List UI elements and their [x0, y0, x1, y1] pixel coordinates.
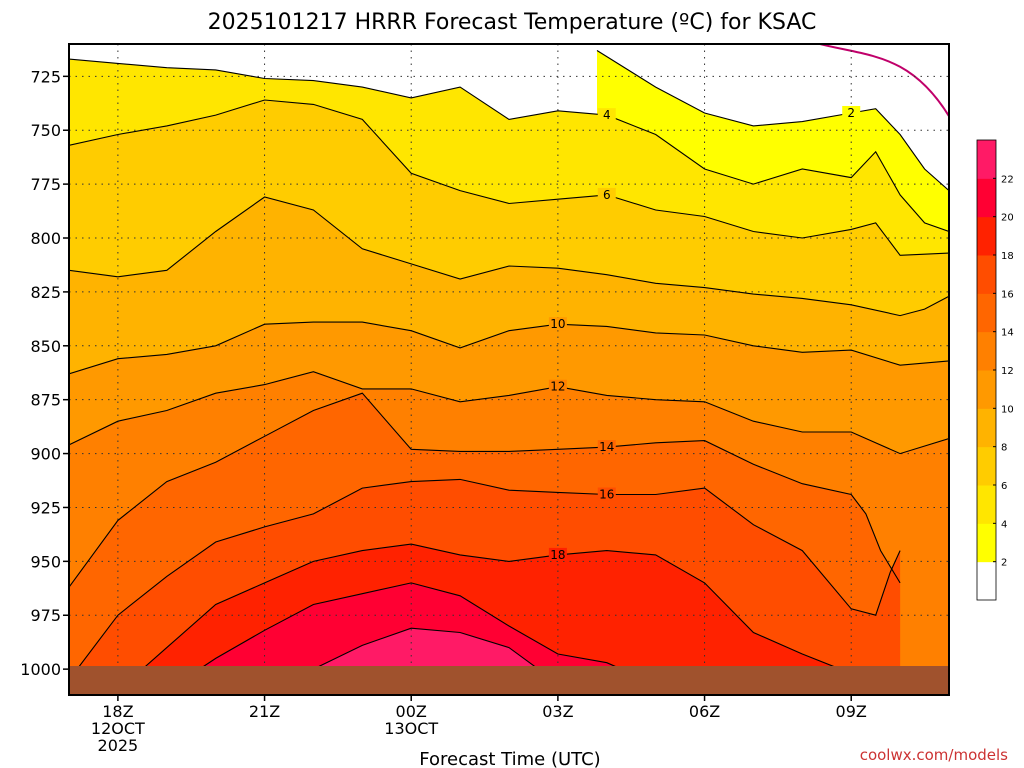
x-tick-label-10-0: 03Z — [542, 702, 573, 721]
colorbar-label-8: 8 — [1001, 443, 1007, 454]
contour-label-14: 14 — [599, 440, 614, 454]
y-tick-label-1000: 1000 — [20, 660, 61, 679]
x-tick-label-1-2: 2025 — [98, 736, 139, 755]
y-tick-label-750: 750 — [30, 121, 61, 140]
contour-label-12: 12 — [550, 380, 565, 394]
contour-label-4: 4 — [603, 108, 611, 122]
contour-line-8 — [69, 196, 949, 317]
y-tick-label-850: 850 — [30, 337, 61, 356]
x-tick-label-7-0: 00Z — [396, 702, 427, 721]
y-tick-label-900: 900 — [30, 445, 61, 464]
y-tick-label-925: 925 — [30, 498, 61, 517]
chart-title: 2025101217 HRRR Forecast Temperature (ºC… — [208, 10, 817, 35]
contour-line-18 — [117, 543, 876, 692]
colorbar-label-18: 18 — [1001, 251, 1014, 262]
contour-label-bg-14 — [597, 440, 616, 454]
colorbar-label-12: 12 — [1001, 366, 1014, 377]
contour-label-bg-10 — [548, 317, 567, 331]
contour-line-0 — [815, 44, 949, 119]
x-tick-label-1-0: 18Z — [102, 702, 133, 721]
contour-line-14 — [69, 392, 901, 588]
x-tick-label-7-1: 13OCT — [384, 719, 438, 738]
colorbar: 2 4 6 8 10 12 14 16 18 20 22 — [976, 139, 1014, 601]
colorbar-swatch-8 — [977, 255, 996, 294]
y-tick-label-975: 975 — [30, 606, 61, 625]
contour-label-10: 10 — [550, 317, 565, 331]
plot-frame — [68, 43, 950, 696]
colorbar-label-20: 20 — [1001, 213, 1014, 224]
colorbar-swatch-6 — [977, 331, 996, 371]
y-tick-label-825: 825 — [30, 283, 61, 302]
colorbar-swatch-3 — [977, 446, 996, 486]
colorbar-label-2: 2 — [1001, 558, 1007, 569]
contour-label-bg-2 — [842, 105, 861, 119]
colorbar-label-16: 16 — [1001, 289, 1014, 300]
colorbar-label-6: 6 — [1001, 481, 1007, 492]
colorbar-swatch-9 — [977, 216, 996, 256]
colorbar-swatch-7 — [977, 293, 996, 333]
y-tick-label-950: 950 — [30, 552, 61, 571]
x-tick-label-16-0: 09Z — [836, 702, 867, 721]
credit-text: coolwx.com/models — [860, 746, 1008, 764]
contour-label-bg-18 — [548, 547, 567, 561]
colorbar-label-10: 10 — [1001, 404, 1014, 415]
y-tick-label-800: 800 — [30, 229, 61, 248]
colorbar-swatch-0 — [977, 561, 996, 601]
colorbar-label-4: 4 — [1001, 519, 1007, 530]
grid — [69, 44, 949, 695]
contour-label-bg-12 — [548, 379, 567, 393]
contour-line-12 — [69, 371, 949, 455]
terrain-band — [69, 666, 949, 695]
colorbar-swatch-5 — [977, 370, 996, 409]
contour-label-6: 6 — [603, 188, 611, 202]
y-tick-label-775: 775 — [30, 175, 61, 194]
x-tick-label-4-0: 21Z — [249, 702, 280, 721]
plot-area — [69, 44, 949, 695]
colorbar-swatch-11 — [977, 140, 996, 179]
y-axis: 725 750 775 800 825 850 875 900 925 950 975 1000 — [20, 67, 69, 679]
contour-label-2: 2 — [847, 106, 855, 120]
colorbar-label-14: 14 — [1001, 328, 1014, 339]
x-axis-label: Forecast Time (UTC) — [419, 749, 600, 768]
contour-label-16: 16 — [599, 488, 614, 502]
colorbar-swatch-2 — [977, 485, 996, 524]
contour-line-10 — [69, 321, 949, 375]
colorbar-swatch-1 — [977, 523, 996, 563]
contour-label-bg-4 — [597, 108, 616, 122]
y-tick-label-725: 725 — [30, 67, 61, 86]
colorbar-swatch-10 — [977, 178, 996, 218]
contour-label-bg-6 — [597, 187, 616, 201]
contour-line-2 — [596, 50, 949, 192]
contour-line-4 — [69, 58, 949, 233]
contour-line-16 — [69, 478, 901, 681]
colorbar-swatch-4 — [977, 408, 996, 448]
contour-lines: 2 4 6 10 12 14 16 18 — [69, 50, 949, 692]
x-tick-label-13-0: 06Z — [689, 702, 720, 721]
y-tick-label-875: 875 — [30, 391, 61, 410]
x-tick-label-1-1: 12OCT — [91, 719, 145, 738]
contour-label-18: 18 — [550, 548, 565, 562]
contour-line-6 — [69, 99, 949, 256]
colorbar-label-22: 22 — [1001, 174, 1014, 185]
contour-label-bg-16 — [597, 487, 616, 501]
